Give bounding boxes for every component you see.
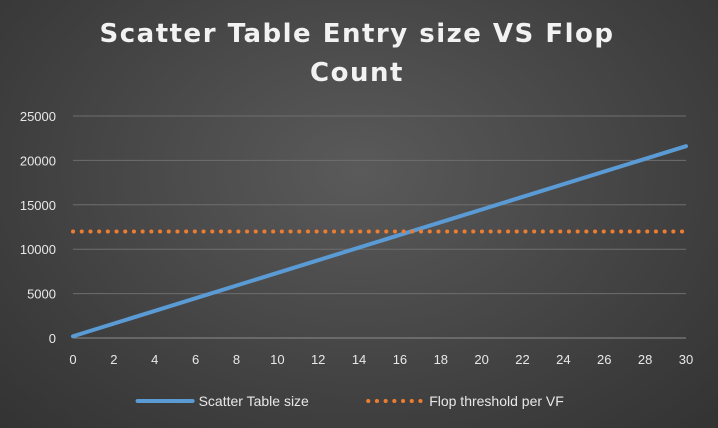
x-tick-label: 30 <box>679 352 693 367</box>
y-tick-label: 15000 <box>20 198 56 213</box>
x-tick-label: 2 <box>110 352 117 367</box>
y-tick-label: 5000 <box>27 287 56 302</box>
x-tick-label: 4 <box>151 352 158 367</box>
x-tick-label: 22 <box>515 352 529 367</box>
x-tick-label: 24 <box>556 352 570 367</box>
x-tick-label: 8 <box>233 352 240 367</box>
legend-label-1: Scatter Table size <box>199 393 309 409</box>
series-lines <box>71 144 688 339</box>
legend-label-2: Flop threshold per VF <box>429 393 564 409</box>
gridlines <box>73 115 686 339</box>
x-tick-label: 12 <box>311 352 325 367</box>
x-tick-label: 28 <box>638 352 652 367</box>
x-tick-label: 14 <box>352 352 366 367</box>
chart-title-line-2: Count <box>310 58 404 88</box>
y-tick-label: 0 <box>49 331 56 346</box>
y-tick-label: 25000 <box>20 109 56 124</box>
x-tick-label: 26 <box>597 352 611 367</box>
x-tick-label: 10 <box>270 352 284 367</box>
y-tick-label: 10000 <box>20 242 56 257</box>
x-tick-label: 6 <box>192 352 199 367</box>
legend: Scatter Table size Flop threshold per VF <box>135 393 564 409</box>
x-tick-label: 0 <box>69 352 76 367</box>
y-tick-label: 20000 <box>20 153 56 168</box>
chart-title-line-1: Scatter Table Entry size VS Flop <box>100 19 615 49</box>
series-line-1 <box>71 144 688 339</box>
x-tick-label: 16 <box>393 352 407 367</box>
x-tick-label: 20 <box>474 352 488 367</box>
x-tick-label: 18 <box>434 352 448 367</box>
